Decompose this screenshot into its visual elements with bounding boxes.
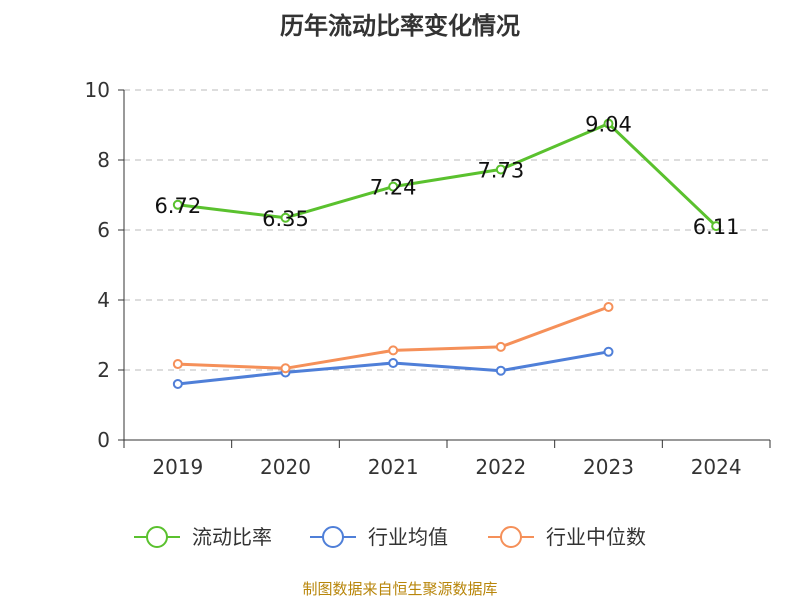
legend-label-industry-avg: 行业均值 (368, 525, 448, 549)
legend-item-industry-avg[interactable]: 行业均值 (310, 525, 448, 549)
legend-label-current-ratio: 流动比率 (192, 525, 272, 549)
grid-lines (124, 89, 770, 371)
point-industry-median-2021[interactable] (388, 345, 399, 356)
data-label-2020: 6.35 (262, 207, 309, 231)
series-group (172, 118, 722, 389)
legend[interactable]: 流动比率 行业均值 行业中位数 (134, 525, 646, 549)
legend-item-current-ratio[interactable]: 流动比率 (134, 525, 272, 549)
y-tick-label-6: 6 (97, 218, 110, 242)
point-current-ratio-2023[interactable] (603, 118, 614, 129)
point-industry-avg-2022[interactable] (495, 365, 506, 376)
y-tick-label-10: 10 (85, 78, 110, 102)
data-label-2019: 6.72 (154, 194, 201, 218)
data-label-2022: 7.73 (477, 158, 524, 182)
point-industry-median-2023[interactable] (603, 302, 614, 312)
x-tick-label-2024: 2024 (691, 455, 742, 479)
x-tick-label-2021: 2021 (368, 455, 419, 479)
point-current-ratio-2019[interactable] (172, 199, 183, 210)
data-labels: 6.72 6.35 7.24 7.73 9.04 6.11 (154, 113, 739, 240)
point-industry-median-2020[interactable] (280, 363, 291, 374)
legend-marker-current-ratio (146, 526, 168, 548)
series-line-current-ratio (177, 122, 718, 228)
point-current-ratio-2024[interactable] (711, 221, 722, 232)
point-industry-median-2019[interactable] (172, 359, 183, 370)
point-current-ratio-2020[interactable] (280, 212, 291, 223)
point-industry-avg-2021[interactable] (388, 358, 399, 368)
data-label-2023: 9.04 (585, 113, 632, 137)
point-industry-avg-2023[interactable] (603, 346, 614, 357)
legend-marker-industry-avg (322, 526, 344, 548)
x-tick-label-2022: 2022 (475, 455, 526, 479)
point-current-ratio-2022[interactable] (495, 164, 506, 175)
chart-title: 历年流动比率变化情况 (280, 12, 520, 40)
y-tick-label-2: 2 (97, 358, 110, 382)
axes: 0 2 4 6 8 10 2019 2020 2021 2022 2023 2024 (85, 78, 771, 479)
legend-marker-industry-median (500, 526, 522, 548)
legend-item-industry-median[interactable]: 行业中位数 (488, 525, 646, 549)
y-tick-label-4: 4 (97, 288, 110, 312)
point-industry-avg-2019[interactable] (172, 379, 183, 389)
legend-label-industry-median: 行业中位数 (546, 525, 646, 549)
y-tick-label-0: 0 (97, 428, 110, 452)
source-footer: 制图数据来自恒生聚源数据库 (302, 580, 498, 598)
y-tick-label-8: 8 (97, 148, 110, 172)
x-tick-label-2019: 2019 (152, 455, 203, 479)
data-label-2021: 7.24 (370, 176, 417, 200)
x-tick-label-2023: 2023 (583, 455, 634, 479)
data-label-2024: 6.11 (693, 215, 740, 239)
point-industry-median-2022[interactable] (495, 341, 506, 352)
x-tick-label-2020: 2020 (260, 455, 311, 479)
point-current-ratio-2021[interactable] (388, 181, 399, 192)
